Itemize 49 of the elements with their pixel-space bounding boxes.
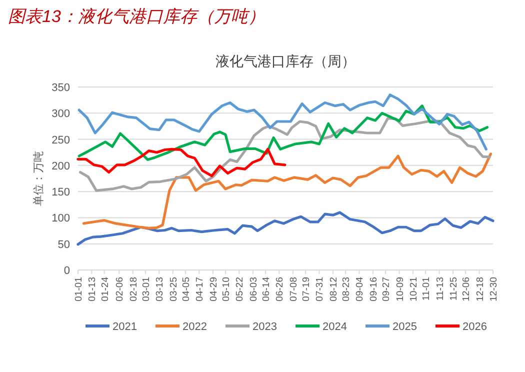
y-tick-label: 200 xyxy=(52,160,70,172)
legend-label: 2022 xyxy=(182,321,207,333)
x-tick-label: 10-21 xyxy=(408,277,420,302)
x-tick-label: 06-03 xyxy=(248,277,260,302)
x-tick-label: 07-08 xyxy=(288,277,300,302)
chart-title: 图表13：液化气港口库存（万吨） xyxy=(8,7,265,26)
x-tick-label: 12-18 xyxy=(474,277,486,302)
x-tick-label: 05-10 xyxy=(220,277,232,302)
x-tick-label: 02-06 xyxy=(114,277,126,302)
y-tick-label: 300 xyxy=(52,108,70,120)
y-axis-title: 单位：万吨 xyxy=(32,151,45,206)
x-tick-label: 07-31 xyxy=(314,277,326,302)
x-tick-label: 03-25 xyxy=(168,277,180,302)
x-tick-label: 03-01 xyxy=(140,277,152,302)
x-tick-label: 01-01 xyxy=(74,277,84,302)
x-tick-label: 11-13 xyxy=(434,277,446,301)
x-tick-label: 01-13 xyxy=(87,277,98,302)
x-tick-label: 09-16 xyxy=(368,277,380,302)
y-tick-label: 100 xyxy=(52,212,70,225)
x-tick-label: 04-05 xyxy=(180,277,192,302)
x-tick-label: 06-14 xyxy=(260,277,272,302)
x-tick-label: 11-25 xyxy=(448,277,460,301)
x-tick-label: 09-04 xyxy=(354,277,366,302)
y-tick-label: 350 xyxy=(52,82,70,94)
x-tick-label: 10-09 xyxy=(394,277,406,302)
x-tick-label: 06-26 xyxy=(274,277,286,302)
x-tick-label: 05-22 xyxy=(234,277,246,302)
legend-label: 2021 xyxy=(112,321,137,333)
chart-subtitle: 液化气港口库存（周） xyxy=(216,53,356,69)
x-tick-label: 11-01 xyxy=(421,277,432,301)
x-tick-label: 08-12 xyxy=(328,277,340,302)
x-tick-label: 04-17 xyxy=(194,277,206,302)
legend-label: 2026 xyxy=(462,321,487,333)
x-tick-label: 08-23 xyxy=(341,277,352,302)
y-tick-label: 150 xyxy=(52,186,70,199)
y-tick-label: 0 xyxy=(64,265,70,277)
y-tick-label: 50 xyxy=(58,238,70,251)
x-tick-label: 12-06 xyxy=(461,277,472,302)
x-tick-label: 01-24 xyxy=(100,277,111,302)
x-tick-label: 02-18 xyxy=(128,277,140,302)
legend-label: 2023 xyxy=(252,321,277,333)
x-tick-label: 07-19 xyxy=(301,277,312,302)
legend-label: 2024 xyxy=(322,321,347,333)
x-tick-label: 09-27 xyxy=(381,277,392,302)
x-tick-label: 12-30 xyxy=(488,277,500,302)
legend-label: 2025 xyxy=(392,321,417,333)
y-tick-label: 250 xyxy=(52,134,70,146)
x-tick-label: 04-29 xyxy=(208,277,220,302)
x-tick-label: 03-13 xyxy=(154,277,166,302)
